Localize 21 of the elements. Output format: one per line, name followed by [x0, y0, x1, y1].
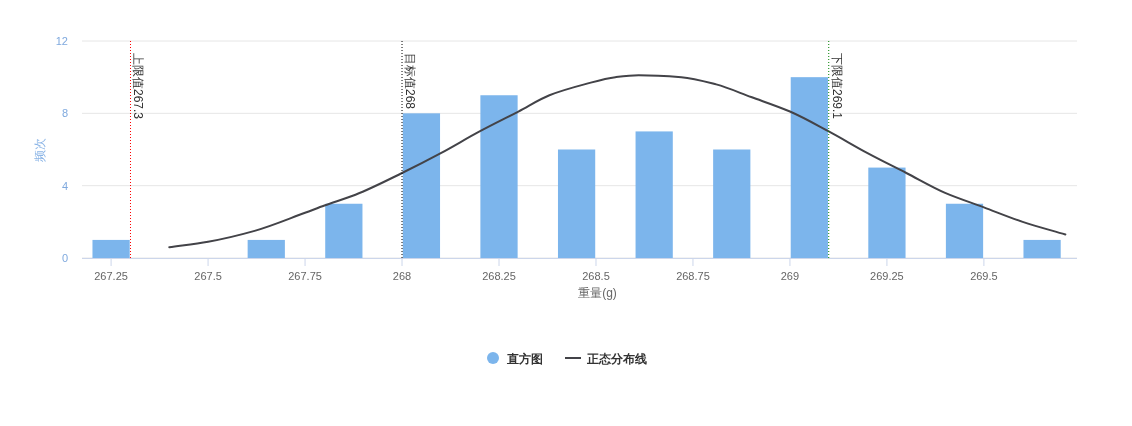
y-tick-label: 8: [61, 107, 68, 120]
ref-line-label: 目标值268: [403, 53, 418, 110]
y-tick-label: 12: [55, 35, 68, 47]
legend-label: 直方图: [506, 351, 543, 366]
x-tick-label: 268.75: [676, 270, 710, 282]
ref-line-label: 上限值267.3: [131, 53, 146, 120]
x-tick-label: 268.25: [482, 270, 516, 282]
legend-label: 正态分布线: [586, 351, 647, 366]
x-tick-label: 268.5: [582, 270, 610, 282]
y-tick-label: 0: [61, 252, 68, 264]
x-axis-title: 重量(g): [578, 286, 617, 300]
ref-line-label: 下限值269.1: [829, 53, 844, 120]
x-tick-label: 269: [780, 270, 800, 282]
x-tick-label: 269.5: [970, 270, 998, 282]
x-tick-label: 268: [392, 270, 412, 282]
y-tick-label: 4: [61, 179, 68, 192]
x-tick-label: 267.5: [194, 270, 222, 282]
x-tick-label: 267.25: [94, 270, 128, 282]
x-tick-label: 267.75: [288, 270, 322, 282]
x-tick-label: 269.25: [870, 270, 904, 282]
y-axis-title: 频次: [33, 137, 47, 162]
